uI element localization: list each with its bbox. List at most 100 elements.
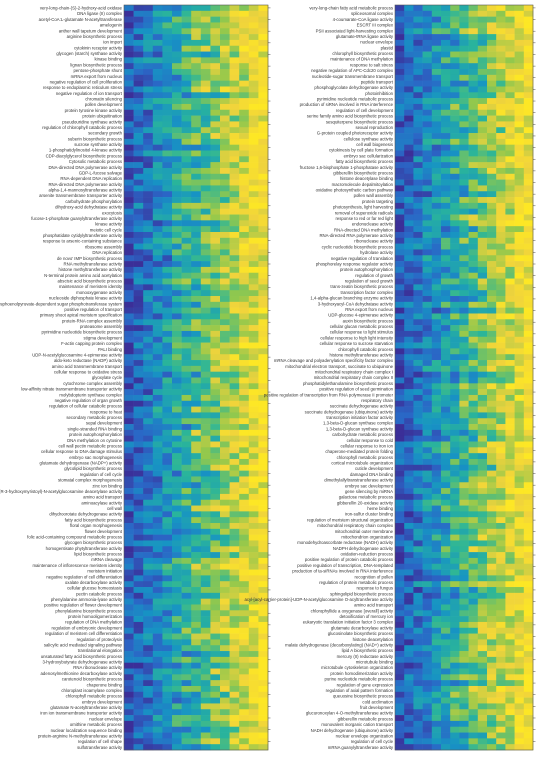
heatmap-cell — [505, 639, 515, 646]
heatmap-cell — [422, 342, 433, 349]
heatmap-cell — [152, 633, 163, 640]
heatmap-cell — [468, 371, 479, 378]
heatmap-cell — [181, 342, 192, 349]
heatmap-cell — [422, 34, 433, 41]
heatmap-cell — [514, 621, 525, 629]
heatmap-cell — [450, 74, 460, 81]
heatmap-cell — [181, 511, 192, 518]
heatmap-cell — [248, 703, 259, 710]
heatmap-cell — [152, 284, 163, 291]
heatmap-cell — [413, 458, 423, 466]
heatmap-cell — [220, 284, 230, 291]
row-label: recognition of pollen — [355, 574, 394, 579]
heatmap-cell — [133, 296, 144, 303]
heatmap-cell — [477, 296, 488, 303]
heatmap-cell — [200, 162, 211, 169]
row-label: dihydroorotate dehydrogenase activity — [49, 512, 122, 517]
heatmap-cell — [172, 470, 182, 477]
heatmap-cell — [258, 319, 269, 326]
right-heatmap-panel: very-long-chain fatty acid metabolic pro… — [244, 4, 536, 751]
heatmap-cell — [413, 511, 423, 518]
heatmap-cell — [229, 656, 240, 663]
heatmap-cell — [133, 435, 144, 442]
heatmap-cell — [477, 639, 488, 646]
heatmap-cell — [422, 441, 433, 448]
heatmap-cell — [133, 45, 144, 52]
heatmap-cell — [220, 162, 230, 169]
heatmap-cell — [505, 237, 515, 244]
heatmap-cell — [459, 208, 469, 215]
heatmap-cell — [210, 435, 221, 442]
heatmap-cell — [220, 685, 230, 693]
heatmap-cell — [395, 511, 405, 518]
heatmap-cell — [514, 98, 525, 105]
heatmap-cell — [404, 557, 414, 565]
heatmap-cell — [152, 214, 163, 221]
heatmap-cell — [239, 441, 250, 448]
heatmap-cell — [152, 92, 163, 99]
heatmap-cell — [468, 167, 479, 175]
heatmap-cell — [143, 662, 154, 669]
heatmap-cell — [468, 243, 479, 250]
heatmap-cell — [459, 371, 469, 378]
heatmap-cell — [152, 511, 163, 518]
heatmap-cell — [496, 330, 506, 338]
heatmap-cell — [468, 197, 479, 204]
heatmap-cell — [258, 447, 269, 454]
heatmap-cell — [229, 243, 240, 250]
heatmap-cell — [191, 528, 202, 535]
heatmap-cell — [505, 167, 515, 175]
heatmap-cell — [404, 197, 414, 204]
heatmap-cell — [487, 115, 497, 122]
heatmap-cell — [404, 348, 414, 355]
heatmap-cell — [152, 581, 163, 588]
row-label: chlorophyll metabolic process — [337, 455, 393, 460]
heatmap-cell — [124, 336, 134, 343]
heatmap-cell — [124, 674, 134, 681]
heatmap-cell — [239, 598, 250, 605]
heatmap-cell — [162, 127, 173, 134]
heatmap-cell — [181, 156, 192, 163]
heatmap-cell — [441, 703, 451, 710]
heatmap-cell — [200, 674, 211, 681]
heatmap-cell — [523, 133, 534, 140]
heatmap-cell — [229, 563, 240, 570]
heatmap-cell — [477, 371, 488, 378]
heatmap-cell — [248, 604, 259, 611]
heatmap-cell — [431, 185, 442, 192]
row-label: pyrimidine nucleotide biosynthetic proce… — [42, 330, 123, 335]
heatmap-cell — [514, 150, 525, 157]
heatmap-cell — [152, 10, 163, 17]
heatmap-cell — [162, 80, 173, 87]
heatmap-cell — [133, 371, 144, 378]
heatmap-cell — [487, 330, 497, 338]
heatmap-cell — [191, 261, 202, 268]
heatmap-cell — [124, 330, 134, 338]
heatmap-cell — [496, 92, 506, 99]
heatmap-cell — [395, 546, 405, 553]
heatmap-cell — [422, 639, 433, 646]
heatmap-cell — [229, 633, 240, 640]
heatmap-cell — [229, 45, 240, 52]
heatmap-cell — [191, 616, 202, 623]
heatmap-cell — [477, 179, 488, 186]
heatmap-cell — [505, 354, 515, 361]
heatmap-cell — [200, 266, 211, 274]
heatmap-cell — [505, 272, 515, 279]
heatmap-cell — [431, 738, 442, 745]
row-label: regulation of cell cycle — [351, 739, 394, 744]
heatmap-cell — [162, 98, 173, 105]
heatmap-cell — [210, 10, 221, 17]
heatmap-cell — [413, 185, 423, 192]
heatmap-cell — [172, 39, 182, 47]
heatmap-cell — [143, 645, 154, 652]
heatmap-cell — [441, 63, 451, 70]
heatmap-cell — [477, 28, 488, 35]
heatmap-cell — [200, 621, 211, 629]
heatmap-cell — [477, 261, 488, 268]
row-label: cellular response to high light intensit… — [320, 335, 393, 340]
heatmap-cell — [124, 447, 134, 454]
heatmap-cell — [450, 39, 460, 47]
heatmap-cell — [258, 645, 269, 652]
heatmap-cell — [172, 569, 182, 576]
